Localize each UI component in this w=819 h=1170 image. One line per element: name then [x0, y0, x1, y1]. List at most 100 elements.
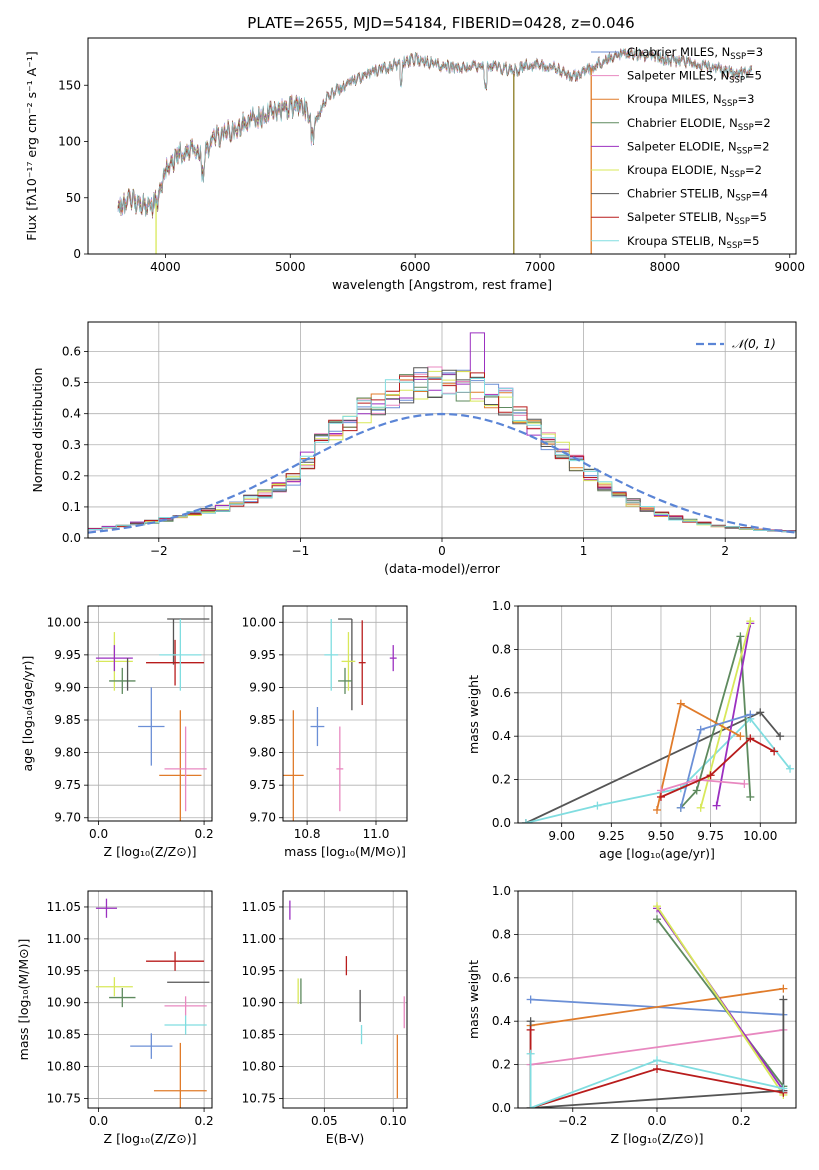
axes-frame	[282, 890, 408, 1109]
legend-label-main: Chabrier MILES, N	[627, 45, 730, 59]
plot-area	[117, 47, 753, 254]
y-tick-label: 10.85	[47, 1028, 81, 1042]
x-tick-label: 7000	[525, 260, 556, 274]
x-tick-label: 0	[438, 544, 446, 558]
y-tick-label: 10.95	[47, 964, 81, 978]
spectrum-line	[117, 47, 753, 217]
mass-weight-vs-metallicity-panel: −0.2 0.0 0.2 0.0 0.2 0.4 0.6 0.8 1.0 Z [log₁₀(Z/Z…	[466, 884, 797, 1146]
legend-label-main: Kroupa MILES, N	[627, 92, 722, 106]
mass-vs-reddening-panel: 0.05 0.10 10.75 10.80 10.85 10.90 10.95 11.00 11…	[242, 890, 408, 1146]
y-tick-label: 11.05	[242, 900, 276, 914]
y-tick-label: 0.0	[62, 531, 81, 545]
y-tick-label: 0.6	[492, 686, 511, 700]
x-tick-label: −1	[292, 544, 310, 558]
normal-reference-curve	[88, 412, 796, 534]
y-tick-label: 9.85	[249, 713, 276, 727]
legend-label-sub: SSP	[735, 194, 751, 204]
x-tick-label: 0.05	[311, 1114, 338, 1128]
legend-label: Salpeter STELIB, NSSP=5	[627, 210, 767, 227]
axes-frame	[87, 605, 213, 822]
plot-area	[95, 618, 210, 821]
x-tick-label: −0.2	[558, 1114, 587, 1128]
y-tick-label: 0.4	[492, 1014, 511, 1028]
legend-label: 𝒩(0, 1)	[732, 337, 776, 351]
plot-area	[521, 617, 795, 823]
y-axis-label: Flux [fλ10⁻¹⁷ erg cm⁻² s⁻¹ A⁻¹]	[24, 51, 39, 240]
y-tick-label: 10.90	[47, 996, 81, 1010]
legend-label-tail: =5	[745, 69, 762, 83]
y-tick-label: 0.2	[492, 773, 511, 787]
x-tick-label: 9000	[774, 260, 805, 274]
legend-label-sub: SSP	[737, 146, 753, 156]
x-tick-label: 0.2	[732, 1114, 751, 1128]
y-tick-label: 10.75	[242, 1091, 276, 1105]
legend-label: Kroupa MILES, NSSP=3	[627, 92, 754, 109]
axes-frame	[87, 890, 213, 1109]
y-tick-label: 10.80	[47, 1060, 81, 1074]
y-tick-label: 0	[73, 247, 81, 261]
axes-frame	[282, 605, 408, 822]
legend-label-main: Salpeter ELODIE, N	[627, 139, 737, 153]
y-tick-label: 10.90	[242, 996, 276, 1010]
mass-weight-line	[529, 1053, 784, 1108]
y-tick-label: 10.00	[47, 615, 81, 629]
y-tick-label: 9.75	[249, 778, 276, 792]
legend-label-sub: SSP	[730, 52, 746, 62]
legend-label-tail: =5	[742, 234, 759, 248]
x-tick-label: 6000	[400, 260, 431, 274]
legend-label-main: Salpeter MILES, N	[627, 69, 729, 83]
x-tick-label: 5000	[275, 260, 306, 274]
x-axis-label: (data-model)/error	[384, 561, 501, 576]
y-tick-label: 9.75	[54, 778, 81, 792]
y-tick-label: 0.5	[62, 376, 81, 390]
y-tick-label: 0.8	[492, 927, 511, 941]
mass-weight-vs-age-panel: 9.00 9.25 9.50 9.75 10.00 0.0 0.2 0.4 0.6 0.8 1.0 a…	[466, 599, 797, 861]
mass-weight-line	[715, 623, 752, 806]
axes-frame	[517, 605, 797, 824]
x-tick-label: 0.0	[89, 827, 108, 841]
figure-title: PLATE=2655, MJD=54184, FIBERID=0428, z=0…	[247, 14, 634, 32]
mass-vs-metallicity-panel: 0.0 0.2 10.75 10.80 10.85 10.90 10.95 11.00 11.0…	[16, 890, 214, 1146]
axes-frame	[87, 37, 797, 255]
y-tick-label: 9.80	[54, 746, 81, 760]
residual-histogram-panel: −2 −1 0 1 2 0.0 0.1 0.2 0.3 0.4 0.5 0.6 (data-model)…	[30, 321, 797, 576]
legend-label: Chabrier MILES, NSSP=3	[627, 45, 763, 62]
y-tick-label: 0.0	[492, 816, 511, 830]
y-tick-label: 0.1	[62, 500, 81, 514]
x-tick-label: 10.8	[294, 827, 321, 841]
x-axis-label: Z [log₁₀(Z/Z⊙)]	[104, 844, 197, 859]
x-tick-label: 8000	[650, 260, 681, 274]
plot-area	[95, 898, 210, 1108]
legend-label-tail: =2	[753, 139, 770, 153]
y-tick-label: 10.75	[47, 1091, 81, 1105]
histogram-step	[88, 377, 796, 533]
plot-area	[289, 900, 405, 1099]
y-tick-label: 10.80	[242, 1060, 276, 1074]
y-tick-label: 10.95	[242, 964, 276, 978]
legend-label: Salpeter ELODIE, NSSP=2	[627, 139, 770, 156]
x-tick-label: 0.0	[89, 1114, 108, 1128]
legend-label-sub: SSP	[738, 123, 754, 133]
x-tick-label: 0.2	[195, 1114, 214, 1128]
y-tick-label: 10.85	[242, 1028, 276, 1042]
x-axis-label: mass [log₁₀(M/M⊙)]	[284, 844, 406, 859]
y-tick-label: 150	[58, 78, 81, 92]
mass-weight-line	[656, 918, 785, 1087]
legend-label: Chabrier ELODIE, NSSP=2	[627, 116, 771, 133]
legend-label-tail: =2	[745, 163, 762, 177]
y-tick-label: 0.0	[492, 1101, 511, 1115]
spectrum-panel: 4000 5000 6000 7000 8000 9000 0 50 100 150 wavelen…	[24, 37, 805, 292]
y-tick-label: 0.6	[492, 971, 511, 985]
legend-label-tail: =4	[751, 187, 768, 201]
mass-weight-line	[530, 1029, 784, 1066]
y-tick-label: 0.2	[492, 1058, 511, 1072]
x-axis-label: wavelength [Angstrom, rest frame]	[332, 277, 552, 292]
y-tick-label: 9.85	[54, 713, 81, 727]
x-tick-label: −2	[150, 544, 168, 558]
y-tick-label: 10.00	[242, 615, 276, 629]
mass-weight-line	[530, 987, 784, 1027]
y-tick-label: 0.8	[492, 642, 511, 656]
y-tick-label: 100	[58, 135, 81, 149]
legend-label-tail: =2	[754, 116, 771, 130]
